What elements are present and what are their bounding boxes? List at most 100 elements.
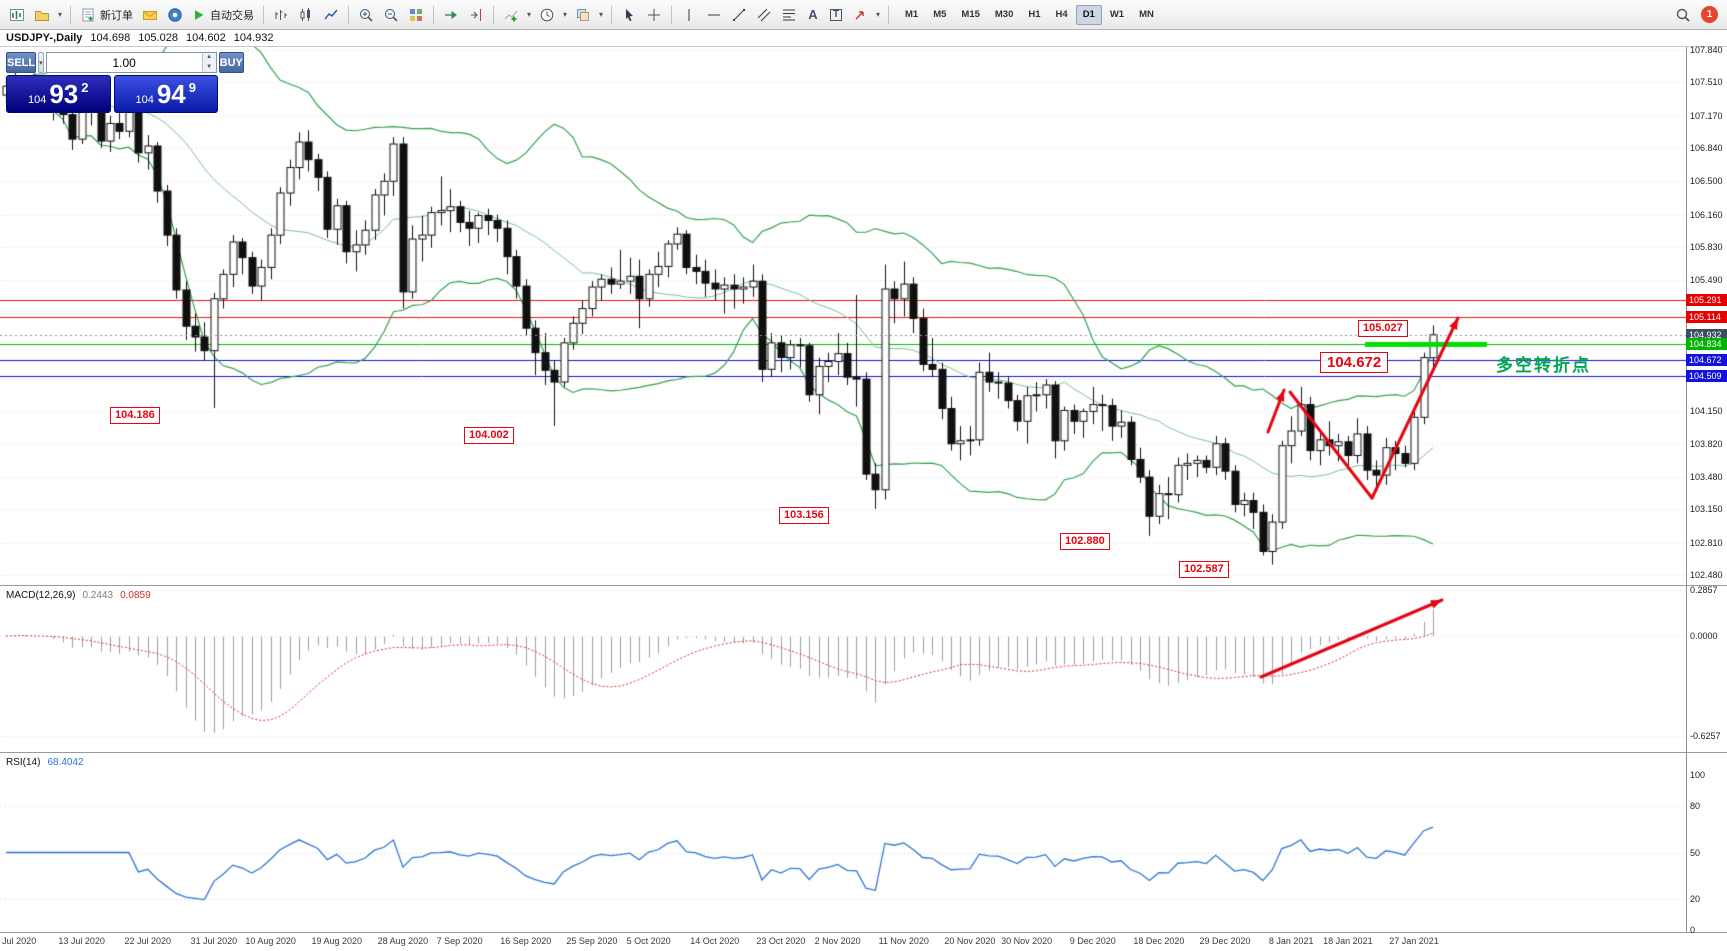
arrows-tool-button[interactable] [848,4,872,26]
price-annotation[interactable]: 105.027 [1358,320,1408,337]
macd-panel-canvas[interactable] [0,586,1686,752]
date-axis-label: 9 Dec 2020 [1069,936,1116,946]
timeframe-button-m1[interactable]: M1 [898,5,925,25]
price-annotation[interactable]: 104.002 [464,427,514,444]
fibonacci-button[interactable] [777,4,801,26]
tile-windows-button[interactable] [404,4,428,26]
crosshair-button[interactable] [642,4,666,26]
price-axis-label: 103.150 [1690,504,1723,515]
vertical-line-button[interactable] [677,4,701,26]
timeframe-button-m15[interactable]: M15 [954,5,986,25]
macd-signal-value: 0.0859 [120,590,151,601]
macd-axis-label: 0.0000 [1690,631,1718,641]
periods-button[interactable] [535,4,559,26]
notification-badge[interactable]: 1 [1701,6,1718,23]
new-order-button[interactable]: 新订单 [76,4,137,26]
price-annotation[interactable]: 104.672 [1320,352,1389,373]
zoom-out-button[interactable] [379,4,403,26]
toolbar-separator [70,5,71,24]
time-axis[interactable]: 2 Jul 2020 13 Jul 2020 22 Jul 2020 31 Jul 2… [0,933,1686,951]
profiles-button[interactable] [30,4,54,26]
community-icon [168,7,182,22]
buy-button[interactable]: BUY [218,52,244,73]
community-button[interactable] [163,4,187,26]
price-annotation[interactable]: 104.186 [110,407,160,424]
autotrading-label: 自动交易 [210,9,254,22]
search-button[interactable] [1671,4,1695,26]
line-chart-icon [324,9,338,19]
cursor-button[interactable] [617,4,641,26]
date-axis-label: 16 Sep 2020 [500,936,552,946]
candlestick-chart-icon [300,7,310,21]
templates-dropdown-caret[interactable]: ▾ [598,10,603,19]
mailbox-button[interactable] [138,4,162,26]
arrows-dropdown-caret[interactable]: ▾ [875,10,880,19]
price-tag: 105.114 [1686,311,1727,323]
rsi-panel-canvas[interactable] [0,753,1686,932]
chart-shift-button[interactable] [464,4,488,26]
price-axis-label: 106.160 [1690,209,1723,220]
toolbar-separator [493,5,494,24]
channel-button[interactable] [752,4,776,26]
buy-price-button[interactable]: 104 94 9 [113,75,218,113]
profiles-icon [35,10,49,21]
turning-point-note[interactable]: 多空转折点 [1496,356,1591,375]
timeframe-button-mn[interactable]: MN [1132,5,1161,25]
volume-input[interactable] [46,53,202,72]
autotrading-button[interactable]: 自动交易 [188,4,258,26]
templates-button[interactable] [571,4,595,26]
zoom-in-icon [360,8,373,22]
candlestick-chart-button[interactable] [294,4,318,26]
price-tag: 104.834 [1686,338,1727,351]
text-label-button[interactable]: T [825,4,847,26]
line-chart-button[interactable] [319,4,343,26]
sell-price-button[interactable]: 104 93 2 [6,75,111,113]
panel-separator[interactable] [0,585,1727,586]
channel-icon [757,8,771,21]
rsi-axis-label: 20 [1690,894,1701,904]
price-axis-label: 103.820 [1690,438,1723,449]
text-button[interactable]: A [802,4,824,26]
volume-up-button[interactable]: ▲ [206,54,213,60]
zoom-out-icon [385,8,398,22]
toolbar-separator [611,5,612,24]
date-axis-label: 29 Dec 2020 [1199,936,1251,946]
sell-price-point: 2 [81,80,89,95]
panel-separator[interactable] [0,752,1727,753]
sell-button[interactable]: SELL [6,52,37,73]
profiles-dropdown-caret[interactable]: ▾ [57,10,62,19]
price-annotation[interactable]: 102.880 [1060,533,1110,550]
toolbar-separator [348,5,349,24]
timeframe-button-h4[interactable]: H4 [1049,5,1075,25]
ohlc-close: 104.932 [233,32,274,44]
price-annotation[interactable]: 102.587 [1179,561,1229,578]
horizontal-line-icon [708,14,720,15]
horizontal-line-button[interactable] [702,4,726,26]
price-axis-label: 106.840 [1690,142,1723,153]
indicators-button[interactable] [499,4,523,26]
volume-down-button[interactable]: ▼ [206,63,213,70]
indicators-dropdown-caret[interactable]: ▾ [526,10,531,19]
zoom-in-button[interactable] [354,4,378,26]
bar-chart-button[interactable] [269,4,293,26]
toolbar-separator [263,5,264,24]
price-chart-canvas[interactable] [0,47,1686,585]
sell-options-dropdown[interactable]: ▾ [38,52,44,73]
search-icon [1676,8,1690,22]
mailbox-icon [143,10,157,20]
bar-chart-icon [275,9,287,20]
periods-dropdown-caret[interactable]: ▾ [562,10,567,19]
new-chart-button[interactable] [5,4,29,26]
rsi-axis-label: 50 [1690,847,1701,858]
timeframe-button-w1[interactable]: W1 [1103,5,1131,25]
timeframe-button-m30[interactable]: M30 [988,5,1020,25]
date-axis-label: 19 Aug 2020 [311,936,363,946]
timeframe-button-d1[interactable]: D1 [1075,4,1102,25]
trendline-button[interactable] [727,4,751,26]
timeframe-button-h1[interactable]: H1 [1021,5,1047,25]
ohlc-low: 104.602 [185,32,226,44]
timeframe-button-m5[interactable]: M5 [926,5,953,25]
auto-scroll-button[interactable] [439,4,463,26]
buy-price-pips: 94 [156,79,186,109]
price-annotation[interactable]: 103.156 [779,507,829,524]
